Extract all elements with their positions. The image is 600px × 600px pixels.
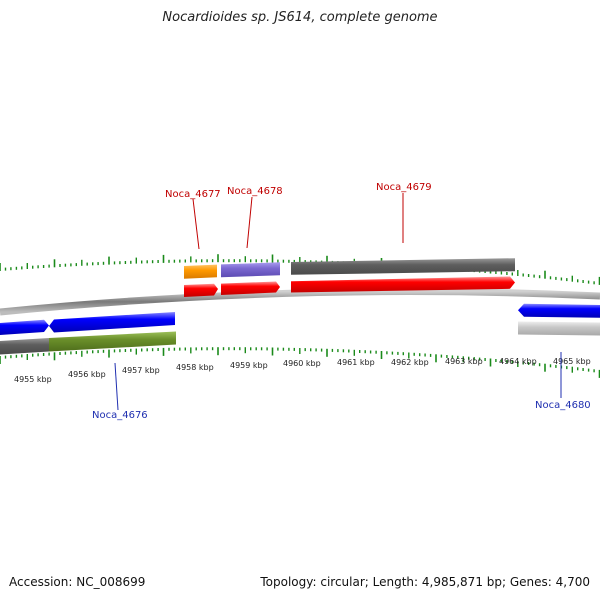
genome-backbone [0,288,600,316]
topology-summary: Topology: circular; Length: 4,985,871 bp… [260,575,590,589]
scale-label: 4965 kbp [553,357,591,366]
gene-noca-4678-cds[interactable] [221,281,280,296]
gene-label-noca-4680[interactable]: Noca_4680 [535,400,591,411]
gene-labels: Noca_4677 Noca_4678 Noca_4679 Noca_4676 … [92,182,591,421]
accession-text: Accession: NC_008699 [9,575,146,589]
map-title: Nocardioides sp. JS614, complete genome [162,10,438,25]
gene-reverse-cds-left[interactable] [0,319,49,335]
scale-label: 4962 kbp [391,358,429,367]
gene-noca-4680-cds[interactable] [518,303,600,318]
scale-label: 4960 kbp [283,359,321,368]
scale-label: 4958 kbp [176,363,214,372]
gene-noca-4679-feature[interactable] [291,258,515,275]
reverse-strand [0,303,600,355]
gene-reverse-feature-left[interactable] [0,338,49,355]
forward-strand [184,258,515,297]
scale-label: 4956 kbp [68,370,106,379]
gene-noca-4678-feature[interactable] [221,262,280,278]
gene-noca-4677-feature[interactable] [184,264,217,279]
gene-noca-4677-cds[interactable] [184,283,218,297]
leader-line [114,362,119,411]
scale-label: 4957 kbp [122,366,160,375]
gene-label-noca-4679[interactable]: Noca_4679 [376,182,432,193]
scale-label: 4963 kbp [445,357,483,366]
scale-label: 4959 kbp [230,361,268,370]
leader-line [246,196,253,249]
gene-noca-4676-feature[interactable] [49,331,176,352]
gene-label-noca-4677[interactable]: Noca_4677 [165,189,221,200]
scale-label: 4961 kbp [337,358,375,367]
gene-label-noca-4676[interactable]: Noca_4676 [92,410,148,421]
gene-noca-4680-feature[interactable] [518,321,600,336]
gene-noca-4679-cds[interactable] [291,276,515,293]
gene-label-noca-4678[interactable]: Noca_4678 [227,186,283,197]
scale-label: 4964 kbp [499,357,537,366]
gene-noca-4676-cds[interactable] [49,312,175,333]
scale-label: 4955 kbp [14,375,52,384]
leader-line [192,198,200,250]
scale-labels: 4955 kbp 4956 kbp 4957 kbp 4958 kbp 4959… [14,357,591,384]
